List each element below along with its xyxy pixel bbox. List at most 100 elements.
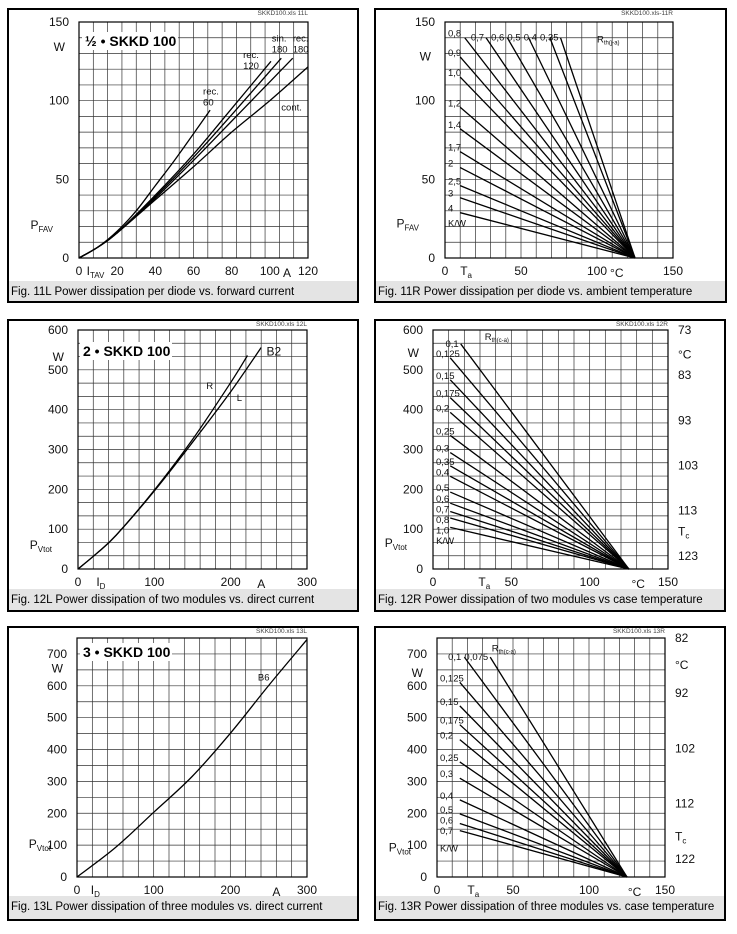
right-axis-label-sub: c — [682, 837, 686, 846]
y-tick-label: 500 — [403, 363, 423, 377]
series-label: rec. 60 — [203, 86, 219, 108]
right-axis-label-sub: c — [685, 532, 689, 541]
y-axis-label-main: P — [396, 216, 404, 230]
inset-title: 2 • SKKD 100 — [83, 343, 171, 359]
series-label: 0,125 — [436, 349, 460, 360]
x-axis-unit: A — [283, 266, 291, 280]
series-line-10 — [459, 151, 636, 259]
right-tick-label: 103 — [678, 459, 698, 473]
y-tick-label: 600 — [407, 679, 427, 693]
series-line-13 — [450, 526, 629, 570]
x-tick-label: 150 — [658, 575, 678, 589]
series-label: 2 — [448, 159, 453, 170]
series-line-1 — [549, 37, 636, 259]
series-label: 0,5 — [507, 33, 520, 44]
parameter-unit: K/W — [436, 536, 454, 547]
y-tick-label: 300 — [403, 443, 423, 457]
x-tick-label: 100 — [144, 575, 164, 589]
series-label: B6 — [258, 673, 270, 684]
series-label: sin. 180 — [272, 34, 288, 56]
series-group — [459, 37, 636, 259]
circuit-label: B2 — [267, 344, 282, 358]
right-tick-label: 73 — [678, 323, 692, 337]
y-axis-label: PVtot — [30, 538, 53, 554]
y-tick-label: 200 — [407, 806, 427, 820]
series-label-line: 180 — [272, 45, 288, 56]
right-tick-label: 112 — [675, 797, 694, 811]
series-line-2 — [528, 37, 636, 259]
x-axis-label-main: T — [478, 575, 486, 589]
series-label: 0,4 — [440, 791, 453, 802]
y-tick-label: 0 — [428, 251, 435, 265]
figure-caption: Fig. 12L Power dissipation of two module… — [11, 594, 315, 606]
parameter-label: Rth(c-a) — [485, 332, 509, 344]
series-label-line: rec. — [203, 86, 219, 97]
series-line-6 — [449, 452, 630, 570]
series-label-line: 120 — [243, 61, 259, 72]
parameter-label: Rth(j-a) — [597, 34, 620, 46]
x-axis-unit: °C — [628, 885, 642, 899]
y-axis-label: PVtot — [385, 536, 408, 552]
series-line-0 — [460, 343, 630, 570]
series-label: 0,8 — [448, 29, 461, 40]
figure-frame — [7, 8, 359, 303]
parameter-label: Rth(c-a) — [492, 643, 516, 655]
grid — [79, 22, 308, 258]
right-tick-label: 122 — [675, 852, 695, 866]
y-tick-label: 0 — [420, 870, 427, 884]
x-axis-label: ID — [96, 575, 105, 591]
series-label: 0,5 — [440, 805, 453, 816]
series-label: R — [206, 381, 213, 392]
series-label: 0,1 — [448, 652, 461, 663]
x-axis-label: ITAV — [87, 264, 105, 280]
series-line-9 — [459, 813, 628, 878]
x-tick-label: 200 — [221, 575, 241, 589]
y-tick-label: 300 — [48, 443, 68, 457]
grid — [77, 638, 307, 877]
plot-frame — [432, 329, 669, 570]
series-label: 0,3 — [436, 444, 449, 455]
y-axis-label: PFAV — [396, 216, 419, 232]
series-label: cont. — [281, 103, 302, 114]
x-tick-label: 60 — [187, 264, 201, 278]
y-axis-label-sub: FAV — [38, 225, 53, 234]
series-line-9 — [449, 491, 630, 570]
y-tick-label: 0 — [62, 251, 69, 265]
y-tick-label: 50 — [422, 172, 436, 186]
caption-bar — [376, 896, 724, 919]
y-tick-label: 150 — [415, 15, 435, 29]
x-axis-label: Ta — [460, 264, 472, 280]
series-line-1 — [449, 357, 630, 570]
series-label: 0,4 — [436, 467, 449, 478]
right-axis-unit: °C — [675, 658, 689, 672]
plot-frame — [444, 21, 674, 259]
parameter-label-main: R — [597, 34, 604, 45]
series-label-line: rec. — [293, 34, 309, 45]
figure-3: Fig. 12R Power dissipation of two module… — [374, 319, 726, 612]
x-tick-label: 100 — [587, 264, 607, 278]
y-tick-label: 100 — [49, 94, 69, 108]
figure-caption: Fig. 11R Power dissipation per diode vs.… — [378, 286, 692, 298]
series-label: 0,7 — [471, 33, 484, 44]
plot-frame — [76, 637, 308, 878]
series-label: 0,25 — [436, 426, 455, 437]
y-tick-label: 600 — [47, 679, 67, 693]
x-axis-label-sub: a — [475, 890, 480, 899]
y-tick-label: 0 — [416, 562, 423, 576]
right-tick-label: 113 — [678, 504, 697, 518]
series-label: 0,2 — [440, 731, 453, 742]
y-tick-label: 0 — [61, 562, 68, 576]
y-tick-label: 400 — [48, 403, 68, 417]
series-label: rec. 180 — [293, 34, 309, 56]
y-tick-label: 50 — [56, 172, 70, 186]
y-axis-label: PVtot — [29, 837, 52, 853]
x-axis-label-sub: TAV — [90, 271, 105, 280]
series-line-1 — [77, 347, 262, 570]
y-tick-label: 700 — [407, 647, 427, 661]
y-tick-label: 200 — [403, 482, 423, 496]
y-tick-label: 700 — [47, 647, 67, 661]
figure-frame — [374, 8, 727, 303]
file-label: SKKD100.xls 12L — [256, 321, 307, 328]
x-tick-label: 0 — [74, 883, 81, 897]
y-tick-label: 100 — [48, 522, 68, 536]
